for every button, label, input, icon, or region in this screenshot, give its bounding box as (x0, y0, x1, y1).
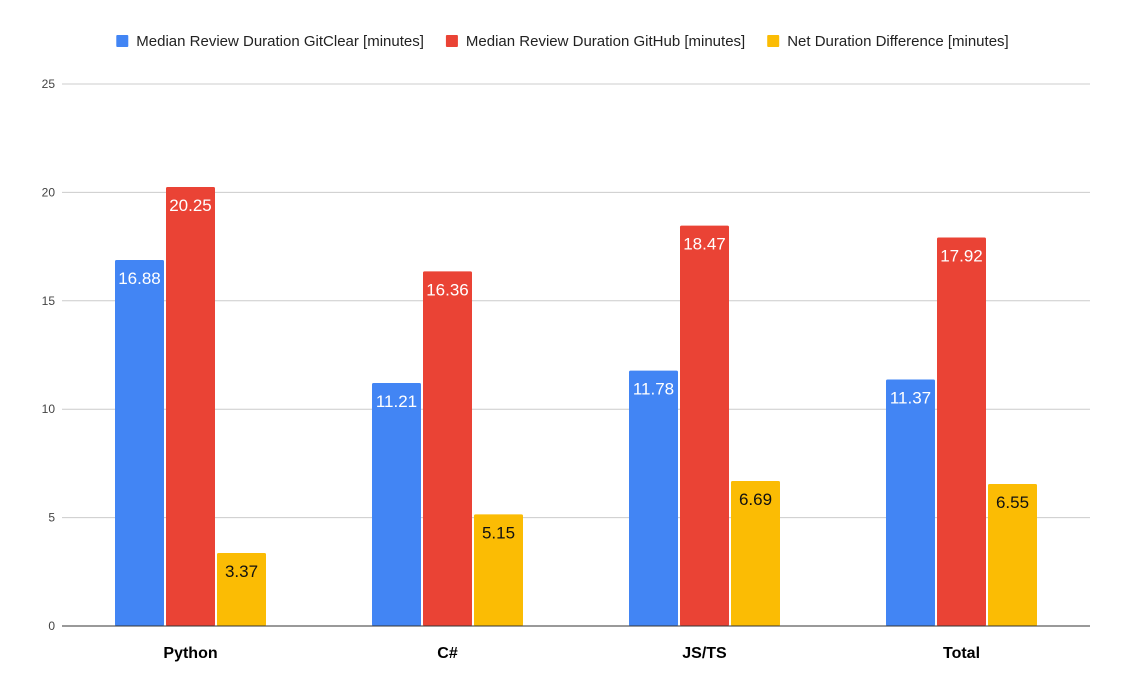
legend-item: Median Review Duration GitClear [minutes… (116, 33, 424, 50)
data-label: 6.69 (739, 490, 772, 509)
bar-python-series-2 (166, 186, 215, 627)
data-label: 3.37 (225, 562, 258, 581)
data-label: 20.25 (169, 196, 212, 215)
legend-item: Median Review Duration GitHub [minutes] (445, 33, 745, 50)
y-tick-label: 5 (48, 511, 55, 525)
bar-js-ts-series-2 (680, 225, 729, 626)
data-labels: 16.88 20.25 3.37 11.21 16.36 5.15 11.78 18.47 6.… (118, 196, 1029, 581)
x-category-label: C# (437, 645, 458, 662)
x-category-label: JS/TS (682, 645, 727, 662)
y-tick-label: 0 (48, 619, 55, 633)
gridlines (62, 83, 1090, 519)
y-axis-ticks: 0 5 10 15 20 25 (42, 77, 56, 633)
data-label: 11.37 (890, 388, 931, 407)
bar-python-series-1 (115, 260, 164, 626)
data-label: 11.21 (376, 392, 417, 411)
data-label: 11.78 (633, 380, 674, 399)
legend-swatch (445, 35, 458, 47)
x-axis-categories: Python C# JS/TS Total (163, 645, 980, 662)
y-tick-label: 15 (42, 294, 56, 308)
data-label: 16.36 (426, 280, 469, 299)
bar-total-series-2 (937, 237, 986, 627)
data-label: 5.15 (482, 523, 515, 542)
data-label: 6.55 (996, 493, 1029, 512)
legend-swatch (767, 35, 780, 47)
data-label: 18.47 (683, 235, 726, 254)
x-category-label: Python (163, 645, 217, 662)
bar-c--series-3 (474, 514, 523, 626)
bar-js-ts-series-1 (629, 370, 678, 626)
legend-label: Net Duration Difference [minutes] (787, 33, 1009, 50)
bars (115, 186, 1037, 627)
bar-total-series-1 (886, 379, 935, 626)
bar-c--series-2 (423, 271, 472, 626)
data-label: 17.92 (940, 246, 983, 265)
legend-item: Net Duration Difference [minutes] (767, 33, 1009, 50)
x-category-label: Total (943, 645, 980, 662)
legend-label: Median Review Duration GitClear [minutes… (136, 33, 424, 50)
bar-js-ts-series-3 (731, 480, 780, 626)
legend-swatch (116, 35, 129, 47)
legend: Median Review Duration GitClear [minutes… (116, 33, 1009, 50)
y-tick-label: 10 (42, 402, 56, 416)
y-tick-label: 20 (42, 185, 56, 199)
bar-c--series-1 (372, 382, 421, 626)
data-label: 16.88 (118, 269, 161, 288)
bar-total-series-3 (988, 483, 1037, 626)
y-tick-label: 25 (42, 77, 56, 91)
legend-label: Median Review Duration GitHub [minutes] (466, 33, 745, 50)
bar-python-series-3 (217, 552, 266, 626)
